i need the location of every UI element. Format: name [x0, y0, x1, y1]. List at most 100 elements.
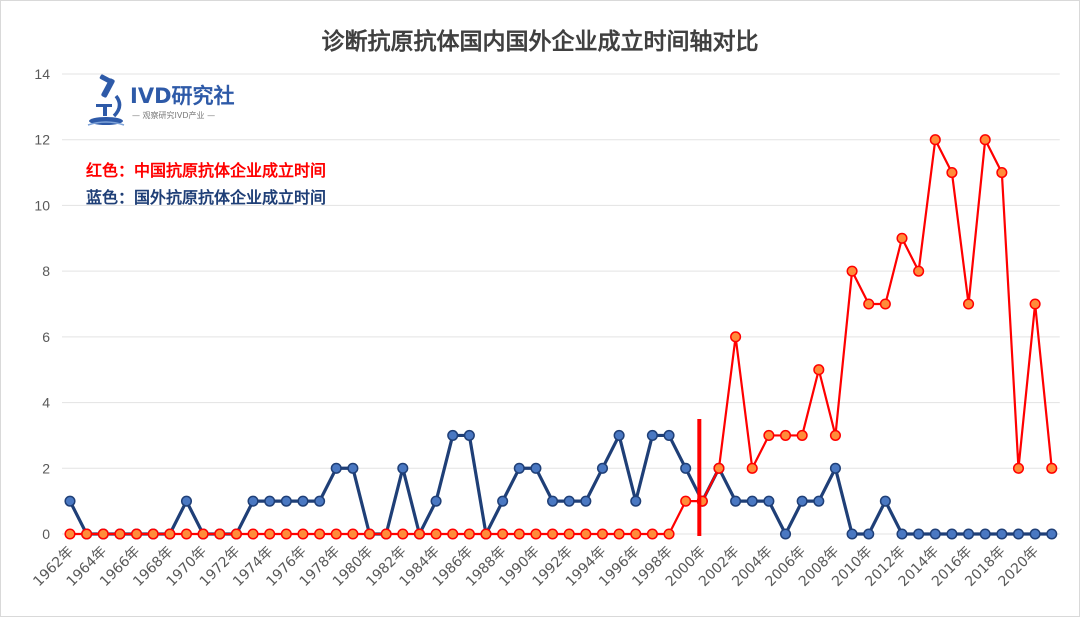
- data-point: [680, 495, 692, 507]
- data-point: [779, 528, 792, 540]
- data-point: [380, 528, 392, 540]
- data-point: [863, 298, 875, 310]
- data-point: [1046, 528, 1058, 540]
- legend-china: 红色：中国抗原抗体企业成立时间: [86, 161, 327, 180]
- data-point: [879, 495, 891, 507]
- data-point: [530, 462, 542, 474]
- y-axis: 0 2 4 6 8 10 12 14: [34, 66, 50, 542]
- data-point: [813, 495, 825, 507]
- data-point: [813, 364, 825, 376]
- data-point: [580, 495, 592, 507]
- data-point: [463, 528, 475, 540]
- data-point: [164, 528, 176, 540]
- data-point: [763, 429, 775, 441]
- data-point: [430, 495, 442, 507]
- data-point: [330, 462, 342, 474]
- series-line: [68, 433, 1052, 536]
- data-point: [480, 528, 492, 540]
- y-tick-label: 0: [42, 526, 50, 542]
- data-point: [746, 495, 758, 507]
- data-point: [81, 528, 93, 540]
- data-point: [863, 528, 875, 540]
- data-point: [513, 462, 525, 474]
- data-point: [563, 528, 575, 540]
- data-point: [114, 528, 126, 540]
- data-point: [64, 495, 76, 507]
- data-point: [314, 495, 326, 507]
- data-point: [497, 528, 509, 540]
- data-point: [1012, 462, 1025, 474]
- y-tick-label: 14: [34, 66, 50, 82]
- data-point: [713, 462, 725, 474]
- logo: IVD研究社 — 观察研究IVD产业 —: [86, 72, 236, 128]
- data-point: [314, 528, 326, 540]
- data-point: [829, 429, 841, 441]
- data-point: [413, 528, 425, 540]
- data-point: [996, 528, 1008, 540]
- data-point: [64, 528, 76, 540]
- logo-title: IVD研究社: [130, 84, 235, 108]
- data-point: [846, 265, 858, 277]
- data-point: [264, 528, 276, 540]
- y-tick-label: 2: [42, 460, 50, 476]
- data-point: [663, 528, 675, 540]
- data-point: [447, 429, 459, 441]
- data-point: [996, 167, 1008, 179]
- data-point: [929, 134, 941, 146]
- data-point: [913, 528, 925, 540]
- data-point: [580, 528, 592, 540]
- data-point: [680, 462, 692, 474]
- series-foreign: [64, 429, 1058, 540]
- data-point: [730, 495, 742, 507]
- data-point: [430, 528, 442, 540]
- data-point: [613, 528, 625, 540]
- x-axis: 1962年1964年1966年1968年1970年1972年1974年1976年…: [30, 544, 1042, 590]
- logo-tagline: — 观察研究IVD产业 —: [132, 111, 216, 120]
- data-point: [297, 528, 309, 540]
- data-point: [596, 528, 609, 540]
- data-point: [347, 462, 359, 474]
- data-point: [913, 265, 925, 277]
- data-point: [463, 429, 475, 441]
- data-point: [447, 528, 459, 540]
- series-china: [64, 134, 1058, 540]
- data-point: [547, 495, 559, 507]
- data-point: [247, 495, 259, 507]
- data-point: [879, 298, 891, 310]
- data-point: [330, 528, 342, 540]
- data-point: [1029, 298, 1041, 310]
- data-point: [630, 528, 642, 540]
- data-point: [896, 528, 908, 540]
- data-point: [846, 528, 858, 540]
- chart-title: 诊断抗原抗体国内国外企业成立时间轴对比: [321, 29, 759, 55]
- data-point: [363, 528, 376, 540]
- data-point: [1046, 462, 1058, 474]
- data-point: [1012, 528, 1025, 540]
- data-point: [180, 495, 193, 507]
- data-point: [397, 462, 409, 474]
- data-point: [264, 495, 276, 507]
- data-point: [646, 429, 658, 441]
- y-tick-label: 6: [42, 329, 50, 345]
- data-point: [131, 528, 143, 540]
- data-point: [946, 167, 958, 179]
- data-point: [763, 495, 775, 507]
- data-point: [746, 462, 758, 474]
- data-point: [247, 528, 259, 540]
- microscope-icon: [87, 74, 125, 126]
- y-tick-label: 4: [42, 395, 50, 411]
- data-point: [513, 528, 525, 540]
- data-point: [963, 528, 975, 540]
- data-point: [347, 528, 359, 540]
- data-point: [197, 528, 209, 540]
- data-point: [397, 528, 409, 540]
- data-point: [829, 462, 841, 474]
- data-point: [663, 429, 675, 441]
- y-tick-label: 10: [34, 197, 50, 213]
- data-point: [730, 331, 742, 343]
- gridlines: [62, 73, 1060, 535]
- data-point: [214, 528, 226, 540]
- data-point: [630, 495, 642, 507]
- data-point: [946, 528, 958, 540]
